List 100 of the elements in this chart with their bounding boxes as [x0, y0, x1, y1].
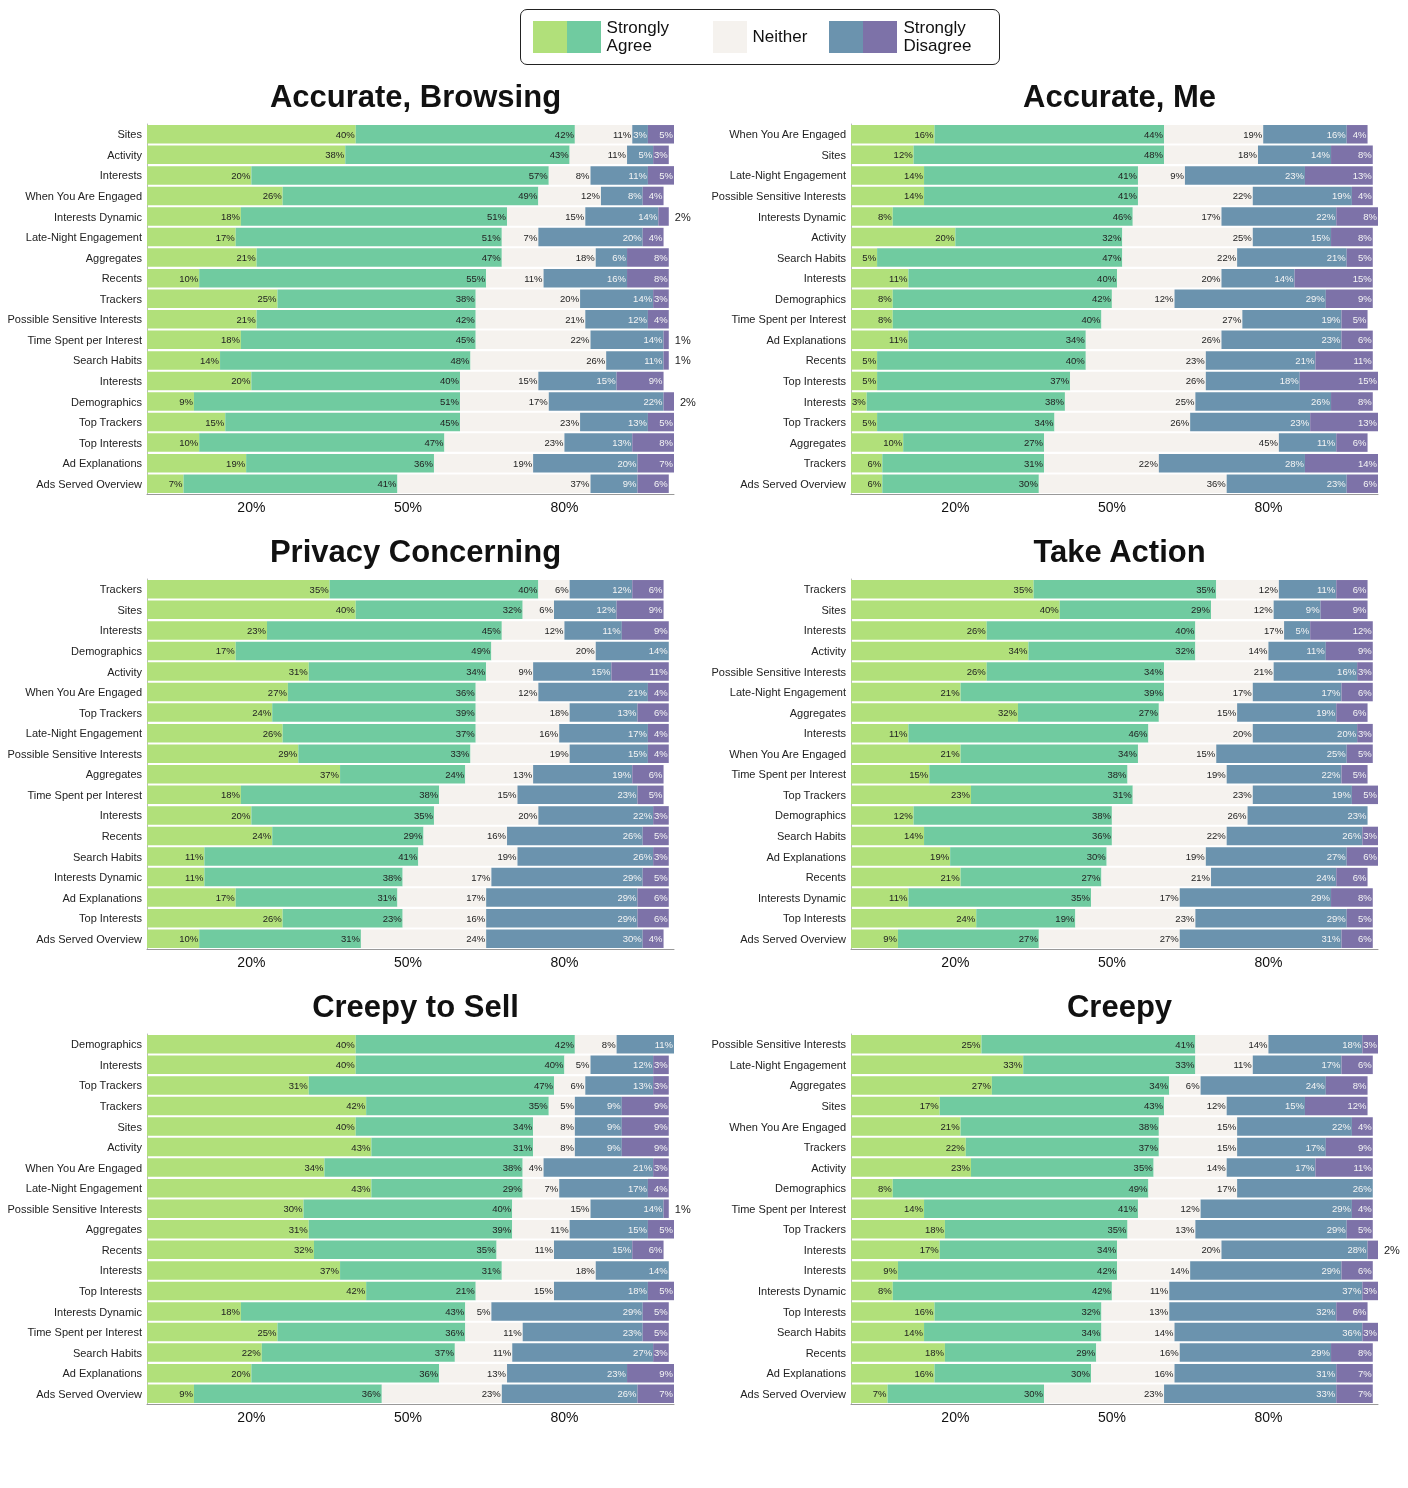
bar [851, 867, 961, 887]
data-label: 24% [1316, 871, 1336, 883]
data-label: 14% [633, 293, 653, 305]
bar [538, 186, 601, 206]
data-label: 28% [1347, 1244, 1368, 1256]
bar [261, 1343, 455, 1362]
data-label: 15% [497, 789, 518, 801]
bar [1226, 1158, 1316, 1177]
data-label: 22% [633, 809, 653, 821]
data-label: 3% [1363, 830, 1378, 842]
data-label: 27% [1159, 933, 1180, 945]
data-label: 6% [539, 604, 554, 616]
bar [1137, 744, 1217, 763]
bar [491, 1302, 643, 1321]
data-label: 4% [648, 231, 664, 243]
bar [1336, 1302, 1368, 1321]
data-label: 3% [1358, 727, 1373, 739]
data-label: 41% [377, 478, 398, 490]
data-label: 14% [1154, 1326, 1175, 1338]
data-label: 38% [455, 293, 476, 305]
data-label: 23% [950, 789, 971, 801]
data-label: 8% [654, 272, 669, 284]
bar [632, 765, 664, 784]
data-label: 30% [1018, 478, 1039, 490]
bar [199, 268, 487, 288]
y-tick-label: Top Trackers [79, 706, 143, 719]
y-tick-label: Aggregates [789, 1079, 847, 1092]
bar [1263, 125, 1347, 144]
data-label: 19% [1206, 768, 1227, 780]
bar [1226, 765, 1342, 784]
data-label: 29% [278, 748, 298, 760]
data-label: 15% [627, 1223, 648, 1235]
bar [147, 1363, 252, 1383]
x-tick-label: 80% [1254, 499, 1283, 515]
data-label: 24% [1305, 1079, 1326, 1091]
y-tick-label: Ads Served Overview [740, 932, 847, 945]
data-label: 12% [893, 809, 914, 821]
data-label: 9% [518, 666, 533, 677]
bar [1304, 166, 1373, 185]
data-label: 47% [481, 252, 502, 264]
data-label: 20% [1201, 1244, 1222, 1256]
data-label: 9% [622, 478, 638, 490]
bar [892, 1281, 1112, 1301]
bar [553, 600, 617, 620]
data-label: 29% [1191, 604, 1211, 616]
bar [637, 1384, 674, 1403]
data-label: 21% [236, 313, 257, 325]
y-tick-label: Late-Night Engagement [729, 686, 846, 699]
data-label: 27% [1222, 313, 1242, 325]
bar [538, 580, 570, 599]
data-label: 18% [575, 252, 596, 264]
bar [147, 744, 299, 763]
bar [924, 1199, 1138, 1218]
bar [308, 1220, 513, 1239]
bar [971, 785, 1133, 805]
bar [147, 682, 288, 702]
data-label: 21% [940, 871, 961, 883]
bar [1101, 1302, 1170, 1321]
data-label: 34% [304, 1162, 324, 1174]
bar [147, 1302, 241, 1321]
bar [1117, 268, 1222, 288]
data-label: 24% [956, 912, 976, 924]
data-label: 35% [1107, 1223, 1128, 1235]
bar [1226, 826, 1363, 846]
bar [147, 1343, 262, 1362]
y-tick-label: When You Are Engaged [729, 747, 846, 760]
y-tick-label: Activity [811, 1161, 847, 1174]
data-label: 40% [1039, 604, 1060, 616]
bar [553, 1281, 648, 1301]
y-tick-label: Top Trackers [79, 416, 143, 429]
data-label: 8% [1358, 149, 1373, 161]
bar [897, 929, 1039, 948]
data-label: 24% [445, 768, 465, 780]
bar [360, 929, 487, 948]
data-label: 26% [966, 624, 987, 636]
data-label: 23% [1326, 478, 1347, 490]
data-label: 9% [1358, 1141, 1373, 1153]
data-label: 9% [648, 375, 664, 387]
data-label: 33% [1175, 1059, 1195, 1071]
bar [851, 1137, 966, 1157]
data-label: 11% [889, 727, 908, 739]
data-label: 26% [633, 851, 653, 862]
data-label: 25% [1175, 396, 1195, 407]
bar [1252, 723, 1358, 743]
data-label: 18% [220, 334, 241, 346]
data-label: 38% [502, 1162, 523, 1174]
data-label: 13% [633, 1079, 653, 1091]
data-label: 9% [607, 1141, 622, 1153]
bar [574, 125, 633, 144]
bar [1341, 765, 1368, 784]
data-label: 4% [648, 933, 664, 945]
data-label: 13% [617, 707, 638, 719]
bar [533, 453, 638, 473]
bar [1070, 371, 1206, 391]
bar [1174, 1363, 1337, 1383]
data-label: 19% [1185, 851, 1206, 862]
y-tick-label: Late-Night Engagement [729, 169, 846, 182]
data-label: 39% [455, 707, 476, 719]
y-tick-label: Time Spent per Interest [731, 768, 846, 781]
y-tick-label: Possible Sensitive Interests [7, 747, 143, 760]
